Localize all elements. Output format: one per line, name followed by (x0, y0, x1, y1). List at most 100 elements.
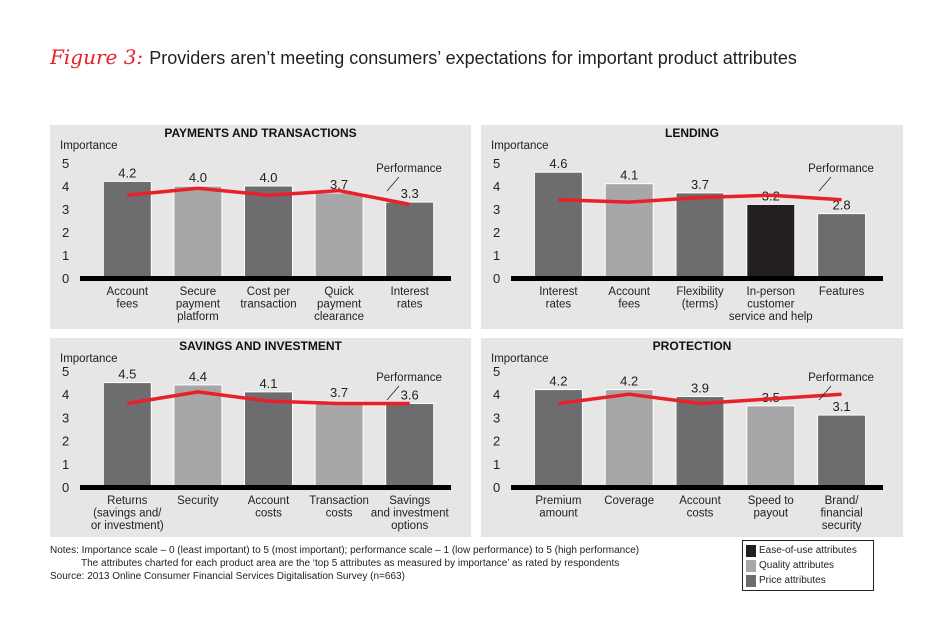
x-category-label: Returns (107, 495, 148, 507)
y-tick-label: 2 (493, 434, 500, 449)
x-category-label: Premium (535, 495, 581, 507)
bar (102, 382, 152, 488)
x-category-label: Interest (391, 286, 430, 298)
bar (675, 396, 725, 488)
chart-svg: SAVINGS AND INVESTMENT Importance 0 1 2 3 4 5 4.… (60, 339, 451, 532)
x-category-label: amount (539, 508, 578, 520)
bar-value-label: 3.7 (330, 385, 348, 400)
x-category-label: Quick (324, 286, 354, 298)
y-tick-label: 4 (493, 387, 500, 402)
legend-swatch-quality (746, 559, 756, 572)
bar-value-label: 2.8 (833, 198, 851, 213)
x-category-label: (terms) (682, 299, 719, 311)
bar (314, 192, 364, 279)
chart-panel-lending: LENDING Importance 0 1 2 3 4 5 4.6 Interest rates 4… (481, 125, 903, 329)
x-category-label: costs (326, 508, 353, 520)
x-axis-baseline (80, 485, 451, 490)
y-axis-label: Importance (491, 140, 549, 152)
performance-annotation: Performance (376, 163, 442, 175)
y-axis-label: Importance (60, 140, 118, 152)
figure-title-text: Providers aren’t meeting consumers’ expe… (149, 48, 797, 68)
bar (533, 389, 583, 488)
bar (385, 201, 435, 279)
chart-svg: PROTECTION Importance 0 1 2 3 4 5 4.2 Premiumamou… (491, 339, 883, 532)
panel-title: PAYMENTS AND TRANSACTIONS (164, 126, 356, 140)
bar (604, 389, 654, 488)
x-category-label: fees (116, 299, 138, 311)
bar-value-label: 4.0 (189, 170, 207, 185)
figure-title: Figure 3: Providers aren’t meeting consum… (50, 45, 797, 69)
x-category-label: payout (754, 508, 789, 520)
x-category-label: Security (177, 495, 219, 507)
y-tick-label: 1 (493, 457, 500, 472)
bar-value-label: 3.1 (833, 399, 851, 414)
bar (533, 171, 583, 279)
x-category-label: costs (255, 508, 282, 520)
bar-value-label: 3.7 (691, 177, 709, 192)
y-tick-label: 5 (493, 156, 500, 171)
x-category-label: Account (608, 286, 650, 298)
y-tick-label: 4 (62, 179, 69, 194)
x-category-label: In-person (747, 286, 796, 298)
x-category-label: rates (397, 299, 423, 311)
x-category-label: (savings and/ (93, 508, 162, 520)
chart-panel-savings: SAVINGS AND INVESTMENT Importance 0 1 2 3 4 5 4.… (50, 338, 471, 537)
y-tick-label: 2 (62, 225, 69, 240)
panel-title: PROTECTION (653, 339, 732, 353)
bar (604, 183, 654, 279)
legend-swatch-ease (746, 544, 756, 557)
x-category-label: transaction (240, 299, 296, 311)
x-category-label: Speed to (748, 495, 794, 507)
x-category-label: Account (248, 495, 290, 507)
bar-value-label: 4.2 (620, 374, 638, 389)
y-tick-label: 5 (62, 364, 69, 379)
x-category-label: Transaction (309, 495, 369, 507)
bar (746, 405, 796, 488)
legend-swatch-price (746, 574, 756, 587)
bar (173, 185, 223, 279)
y-axis-label: Importance (491, 353, 549, 365)
y-tick-label: 4 (62, 387, 69, 402)
x-category-label: payment (176, 299, 221, 311)
notes-line-2: The attributes charted for each product … (81, 558, 620, 569)
x-category-label: customer (747, 299, 794, 311)
y-tick-label: 3 (62, 202, 69, 217)
y-tick-label: 0 (493, 480, 500, 495)
x-category-label: Coverage (604, 495, 654, 507)
y-tick-label: 5 (493, 364, 500, 379)
chart-svg: PAYMENTS AND TRANSACTIONS Importance 0 1 2 3 4… (60, 126, 451, 323)
y-tick-label: 3 (493, 202, 500, 217)
bar-value-label: 4.1 (259, 376, 277, 391)
x-category-label: Flexibility (676, 286, 724, 298)
x-category-label: financial (820, 508, 862, 520)
x-category-label: rates (546, 299, 572, 311)
annotation-arrow (818, 176, 832, 192)
bar (746, 203, 796, 279)
x-category-label: Account (679, 495, 721, 507)
bar-value-label: 4.6 (549, 156, 567, 171)
x-category-label: Savings (389, 495, 430, 507)
legend-item-quality: Quality attributes (746, 558, 870, 573)
source-line: Source: 2013 Online Consumer Financial S… (50, 571, 405, 582)
legend-item-ease: Ease-of-use attributes (746, 543, 870, 558)
x-category-label: Brand/ (825, 495, 860, 507)
x-category-label: costs (687, 508, 714, 520)
x-category-label: and investment (371, 508, 450, 520)
y-tick-label: 3 (62, 410, 69, 425)
chart-panel-protection: PROTECTION Importance 0 1 2 3 4 5 4.2 Premium amou… (481, 338, 903, 537)
legend-label-quality: Quality attributes (759, 560, 835, 571)
x-category-label: or investment) (91, 520, 164, 532)
bar (675, 192, 725, 279)
y-tick-label: 0 (62, 271, 69, 286)
annotation-arrow (386, 385, 400, 401)
x-category-label: Account (107, 286, 149, 298)
annotation-arrow (818, 385, 832, 401)
y-axis-label: Importance (60, 353, 118, 365)
y-tick-label: 1 (493, 248, 500, 263)
x-category-label: platform (177, 311, 219, 323)
bar (173, 384, 223, 488)
bar-value-label: 3.6 (401, 387, 419, 402)
legend: Ease-of-use attributes Quality attribute… (742, 540, 874, 591)
y-tick-label: 2 (62, 434, 69, 449)
